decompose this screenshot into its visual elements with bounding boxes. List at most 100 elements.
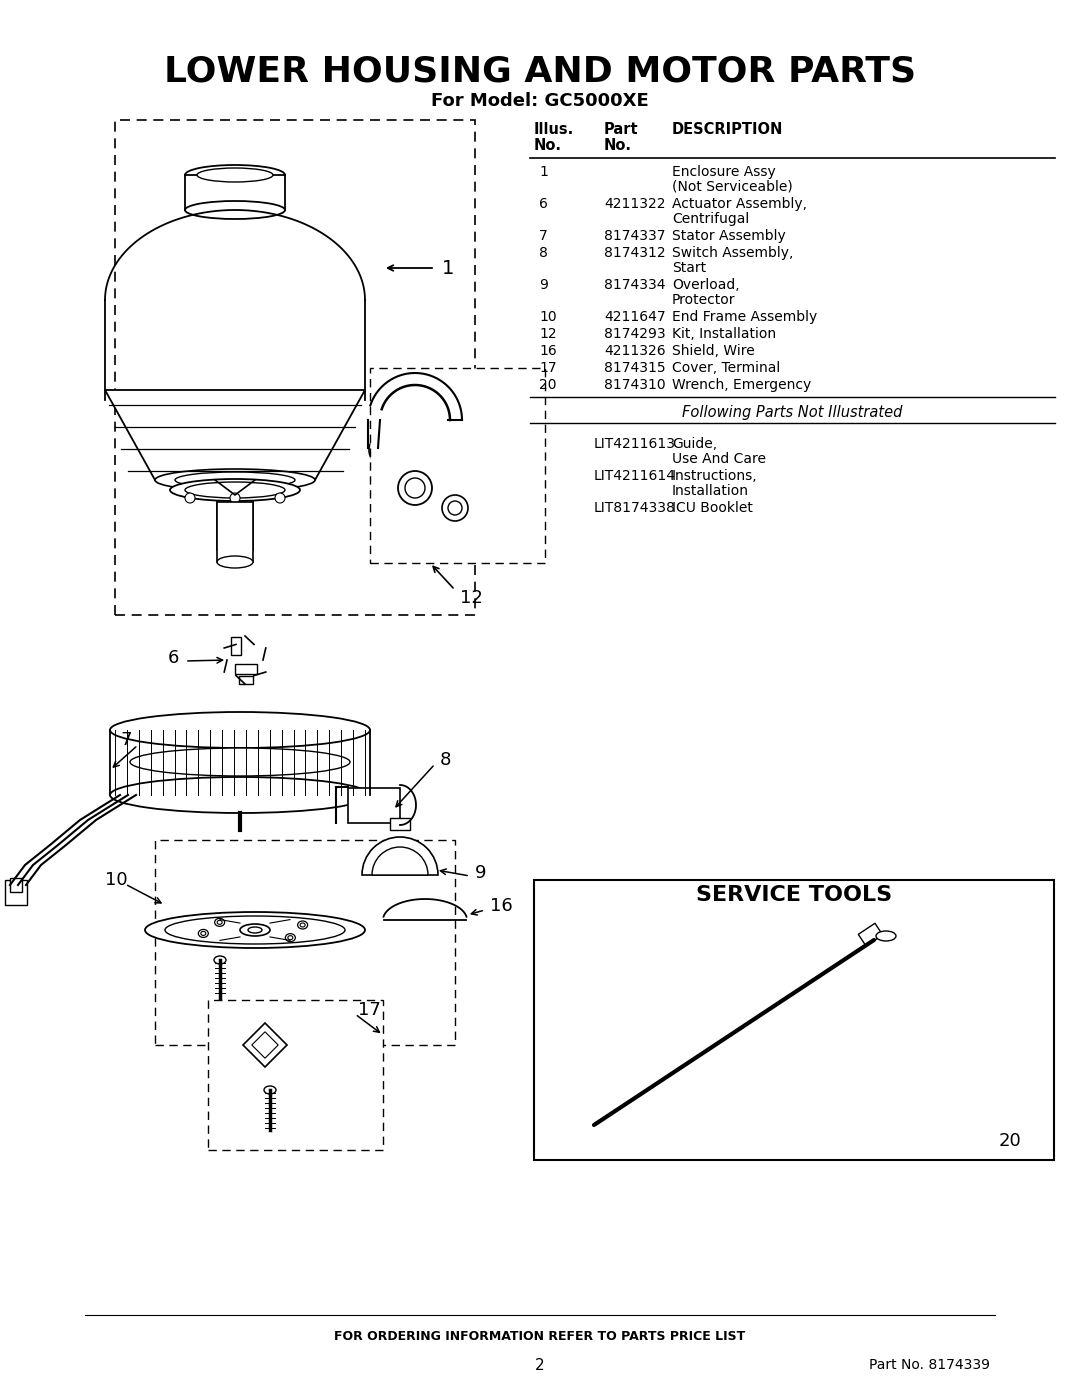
Ellipse shape xyxy=(399,471,432,504)
Text: 20: 20 xyxy=(999,1132,1022,1150)
Text: Enclosure Assy: Enclosure Assy xyxy=(672,165,775,179)
Text: 8174293: 8174293 xyxy=(604,327,665,341)
Ellipse shape xyxy=(285,933,295,942)
Text: ICU Booklet: ICU Booklet xyxy=(672,502,753,515)
Text: No.: No. xyxy=(604,138,632,154)
Text: Wrench, Emergency: Wrench, Emergency xyxy=(672,379,811,393)
Text: Installation: Installation xyxy=(672,483,750,497)
Text: Cover, Terminal: Cover, Terminal xyxy=(672,360,780,374)
Ellipse shape xyxy=(215,918,225,926)
Bar xyxy=(10,877,22,893)
Text: 8: 8 xyxy=(440,752,451,768)
Wedge shape xyxy=(372,847,428,875)
Bar xyxy=(231,637,241,655)
Text: 10: 10 xyxy=(105,870,127,888)
Text: SERVICE TOOLS: SERVICE TOOLS xyxy=(696,886,892,905)
Polygon shape xyxy=(252,1032,279,1058)
Ellipse shape xyxy=(185,165,285,184)
Text: Guide,: Guide, xyxy=(672,437,717,451)
Ellipse shape xyxy=(201,932,206,936)
Text: Switch Assembly,: Switch Assembly, xyxy=(672,246,794,260)
Ellipse shape xyxy=(185,201,285,219)
Text: Kit, Installation: Kit, Installation xyxy=(672,327,777,341)
Text: 8174310: 8174310 xyxy=(604,379,665,393)
Text: 16: 16 xyxy=(539,344,557,358)
Ellipse shape xyxy=(374,439,392,461)
Ellipse shape xyxy=(240,923,270,936)
Text: 12: 12 xyxy=(460,590,483,608)
Text: LIT8174338: LIT8174338 xyxy=(594,502,676,515)
Ellipse shape xyxy=(130,747,350,775)
Bar xyxy=(235,664,257,673)
Ellipse shape xyxy=(185,482,285,497)
Text: 8174312: 8174312 xyxy=(604,246,665,260)
Text: LIT4211614: LIT4211614 xyxy=(594,469,676,483)
Ellipse shape xyxy=(217,556,253,569)
Text: 8174315: 8174315 xyxy=(604,360,665,374)
Text: Start: Start xyxy=(672,261,706,275)
Ellipse shape xyxy=(170,479,300,502)
Ellipse shape xyxy=(110,712,370,747)
Text: Shield, Wire: Shield, Wire xyxy=(672,344,755,358)
Bar xyxy=(370,367,545,563)
Text: For Model: GC5000XE: For Model: GC5000XE xyxy=(431,92,649,110)
Text: Illus.: Illus. xyxy=(534,122,575,137)
Text: 8174337: 8174337 xyxy=(604,229,665,243)
Ellipse shape xyxy=(369,434,397,465)
Ellipse shape xyxy=(405,478,426,497)
Text: LIT4211613: LIT4211613 xyxy=(594,437,676,451)
Bar xyxy=(5,880,27,905)
Ellipse shape xyxy=(300,923,306,928)
Bar xyxy=(239,676,253,685)
Circle shape xyxy=(185,493,195,503)
Bar xyxy=(156,840,455,1045)
Text: 20: 20 xyxy=(539,379,556,393)
Text: Instructions,: Instructions, xyxy=(672,469,758,483)
Text: Protector: Protector xyxy=(672,293,735,307)
Text: Stator Assembly: Stator Assembly xyxy=(672,229,786,243)
Ellipse shape xyxy=(288,936,293,940)
Ellipse shape xyxy=(199,929,208,937)
Text: Part: Part xyxy=(604,122,638,137)
Ellipse shape xyxy=(298,921,308,929)
Text: 4211322: 4211322 xyxy=(604,197,665,211)
Text: Actuator Assembly,: Actuator Assembly, xyxy=(672,197,807,211)
Text: 12: 12 xyxy=(539,327,556,341)
Text: 7: 7 xyxy=(539,229,548,243)
Circle shape xyxy=(275,493,285,503)
Bar xyxy=(114,120,475,615)
Text: 4211647: 4211647 xyxy=(604,310,665,324)
Ellipse shape xyxy=(448,502,462,515)
Circle shape xyxy=(230,493,240,503)
Bar xyxy=(217,500,253,550)
Text: 4211326: 4211326 xyxy=(604,344,665,358)
Ellipse shape xyxy=(217,921,222,925)
Text: 6: 6 xyxy=(539,197,548,211)
Text: Centrifugal: Centrifugal xyxy=(672,212,750,226)
Bar xyxy=(859,923,882,946)
Text: 16: 16 xyxy=(490,897,513,915)
Ellipse shape xyxy=(442,495,468,521)
Text: 8: 8 xyxy=(539,246,548,260)
Text: 6: 6 xyxy=(168,650,179,666)
Wedge shape xyxy=(362,837,438,875)
Text: Use And Care: Use And Care xyxy=(672,453,766,467)
Text: No.: No. xyxy=(534,138,562,154)
Ellipse shape xyxy=(175,472,295,488)
Text: 17: 17 xyxy=(539,360,556,374)
Text: (Not Serviceable): (Not Serviceable) xyxy=(672,180,793,194)
Bar xyxy=(217,502,253,562)
Polygon shape xyxy=(243,1023,287,1067)
Text: 2: 2 xyxy=(536,1358,544,1373)
Ellipse shape xyxy=(110,777,370,813)
Ellipse shape xyxy=(197,168,273,182)
Polygon shape xyxy=(105,390,365,481)
Text: 9: 9 xyxy=(539,278,548,292)
Ellipse shape xyxy=(248,928,262,933)
Text: DESCRIPTION: DESCRIPTION xyxy=(672,122,783,137)
Text: Following Parts Not Illustrated: Following Parts Not Illustrated xyxy=(683,405,903,420)
Bar xyxy=(348,788,400,823)
Ellipse shape xyxy=(145,912,365,949)
Text: 1: 1 xyxy=(539,165,548,179)
Bar xyxy=(208,1000,383,1150)
